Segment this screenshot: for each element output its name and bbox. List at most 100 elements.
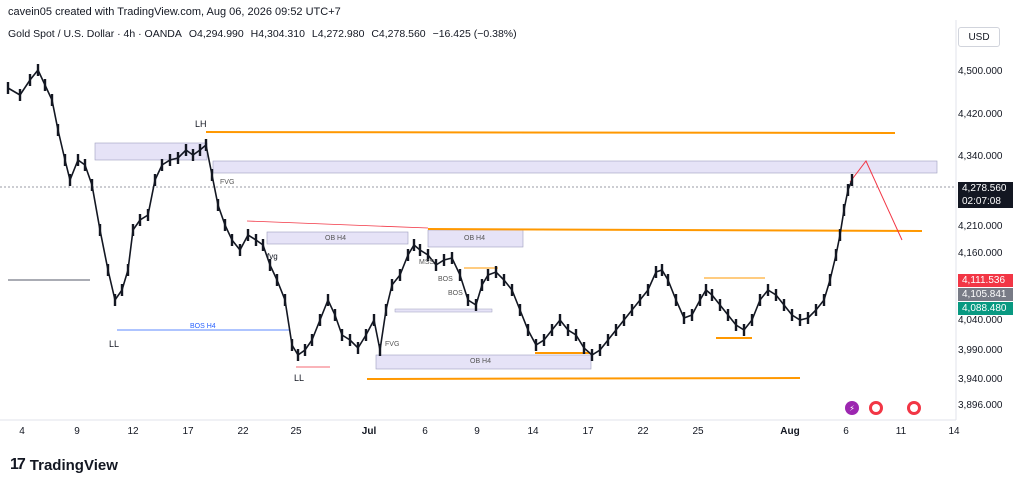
candle [834,249,838,261]
candle [704,284,708,296]
time-tick: 9 [474,426,480,437]
green-price-badge: 4,088.480 [958,302,1013,315]
credit-line: cavein05 created with TradingView.com, A… [8,6,341,18]
price-tick: 4,420.000 [958,109,1003,120]
candle [153,174,157,186]
candle [283,294,287,306]
candle [204,139,208,151]
candle [223,219,227,231]
resistance-line[interactable] [205,131,896,134]
candle [846,184,850,196]
candle [176,152,180,164]
candle [36,64,40,76]
candle [666,274,670,286]
support-line[interactable] [366,377,801,380]
candle [90,179,94,191]
candle [474,299,478,311]
time-tick: 17 [582,426,594,437]
candle [638,294,642,306]
candle [76,154,80,166]
time-tick: 22 [637,426,649,437]
candle [782,299,786,311]
supply-zone-fvg[interactable] [212,160,938,174]
candle [261,239,265,251]
flash-icon[interactable] [845,401,859,415]
candle [502,274,506,286]
symbol-title: Gold Spot / U.S. Dollar · 4h · OANDA [8,28,182,40]
candle [698,294,702,306]
candle [238,244,242,256]
candle [168,154,172,166]
candle [406,249,410,261]
candle [364,329,368,341]
candle [480,279,484,291]
candle [18,89,22,101]
ob-h4-zone-1[interactable] [266,231,409,245]
ll-label-left: LL [109,339,120,349]
candle [758,294,762,306]
candle [131,224,135,236]
candle [526,324,530,336]
ohlc-open: O4,294.990 [188,28,244,40]
candle [690,309,694,321]
time-tick: Jul [361,426,377,437]
candle [518,304,522,316]
ob-h4-zone-3[interactable] [375,354,592,370]
candle [630,304,634,316]
candle [466,294,470,306]
candle [43,79,47,91]
candle [230,234,234,246]
candle [68,174,72,186]
candle [275,274,279,286]
candle [384,304,388,316]
candle [806,312,810,324]
candle [614,324,618,336]
candle [191,149,195,161]
candle [426,249,430,261]
candle [726,309,730,321]
tradingview-wordmark: TradingView [29,456,118,474]
candle [254,234,258,246]
small-zone [394,308,493,313]
candle [822,294,826,306]
candle [378,344,382,356]
candle [842,204,846,216]
tradingview-logo[interactable]: 17 TradingView [10,456,118,474]
currency-button[interactable]: USD [958,27,1000,47]
candle [372,314,376,326]
candle [310,334,314,346]
candle [340,329,344,341]
candle [333,309,337,321]
candle [550,324,554,336]
last-price-badge: 4,278.560 [958,182,1013,195]
price-tick: 3,896.000 [958,400,1003,411]
candle [774,289,778,301]
candle [146,209,150,221]
red-price-badge: 4,111.536 [958,274,1013,287]
candle [622,314,626,326]
supply-zone-left[interactable] [94,142,208,161]
candle [6,82,10,94]
ob-h4-label-2: OB H4 [464,235,486,242]
candle [198,144,202,156]
candle [126,264,130,276]
ohlc-high: H4,304.310 [250,28,305,40]
price-tick: 3,990.000 [958,345,1003,356]
candle [83,159,87,171]
candle [138,214,142,226]
candle [510,284,514,296]
candle [434,259,438,271]
candle [766,284,770,296]
price-tick: 4,210.000 [958,221,1003,232]
candle [598,344,602,356]
candle [798,314,802,326]
ohlc-change: −16.425 (−0.38%) [432,28,517,40]
bos-label-1: BOS [438,276,453,283]
ll-label-right: LL [294,373,305,383]
candle [734,319,738,331]
candle [558,314,562,326]
candle [348,334,352,346]
candle [710,289,714,301]
candle [814,304,818,316]
